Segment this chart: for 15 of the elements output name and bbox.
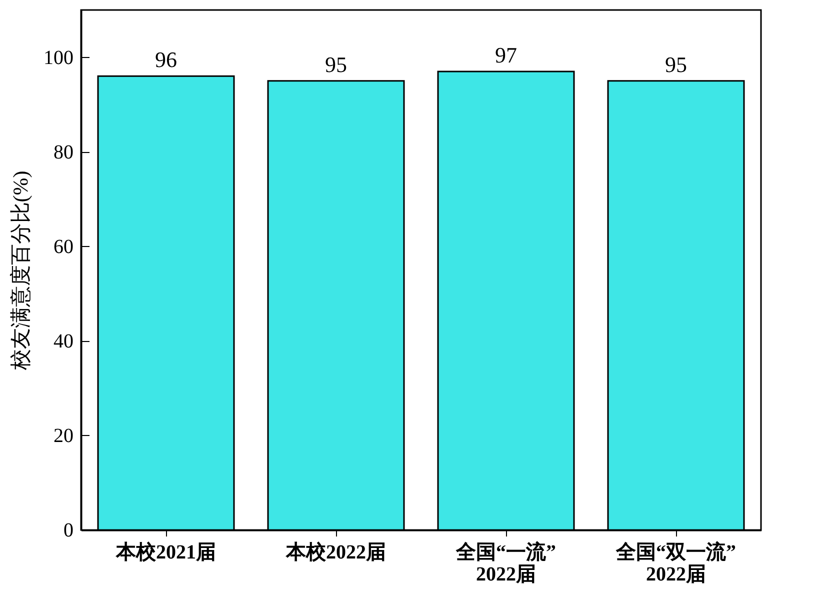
data-label: 97 [495, 42, 517, 68]
y-tick-label: 0 [64, 520, 74, 542]
x-tick-label: 全国“一流” 2022届 [455, 540, 556, 586]
y-tick-label: 60 [54, 236, 74, 258]
data-label: 95 [665, 52, 687, 77]
data-label: 96 [155, 47, 177, 72]
y-tick-label: 100 [44, 46, 74, 69]
y-tick-label: 80 [54, 141, 74, 164]
y-axis-title: 校友满意度百分比(%) [8, 170, 32, 372]
x-tick-label: 本校2021届 [115, 540, 216, 564]
x-tick-label: 本校2022届 [285, 540, 386, 564]
y-tick-label: 20 [54, 424, 74, 447]
data-label: 95 [325, 52, 347, 77]
x-tick-label: 全国“双一流” 2022届 [615, 540, 736, 586]
y-tick-label: 40 [54, 330, 74, 352]
